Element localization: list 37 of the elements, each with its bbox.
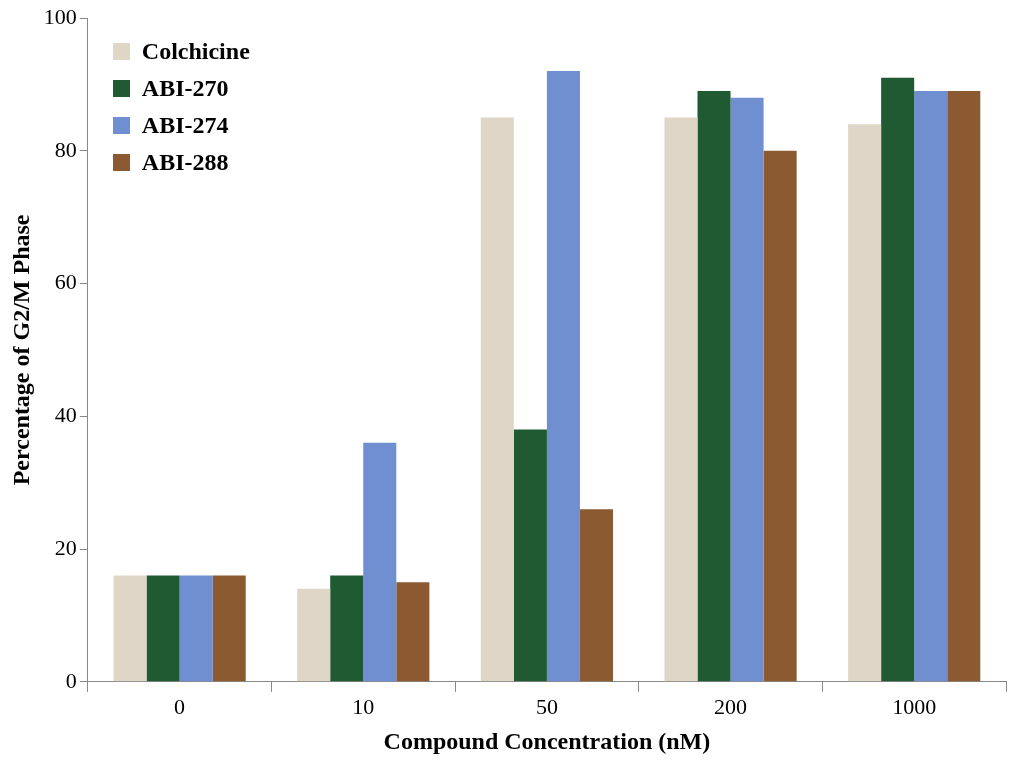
x-axis-title: Compound Concentration (nM) [383,727,711,754]
bar [146,575,180,682]
y-tick-label: 60 [54,269,77,295]
bar [763,150,797,682]
bar [579,509,614,682]
bar [480,117,514,682]
y-tick-label: 100 [43,3,77,29]
bar [330,575,364,682]
y-tick-label: 40 [54,402,77,428]
bar [914,91,948,682]
x-tick-label: 0 [174,693,186,719]
x-tick-label: 1000 [892,693,937,719]
x-tick-label: 10 [352,693,375,719]
legend-label: ABI-274 [141,111,229,140]
x-tick-label: 50 [535,693,558,719]
bar [730,97,764,682]
legend-label: ABI-270 [141,74,229,103]
bar [513,429,547,682]
bar [881,77,915,682]
bar [297,588,331,682]
legend-label: ABI-288 [141,148,229,177]
bar [697,91,731,682]
y-tick-label: 20 [54,534,77,560]
bar [546,71,580,682]
bar [396,582,430,682]
bar [848,124,882,682]
y-tick-label: 80 [54,136,77,162]
x-tick-label: 200 [714,693,748,719]
bar [212,575,246,682]
bar [664,117,698,682]
bar [363,442,397,682]
y-tick-label: 0 [65,667,77,693]
bar [179,575,213,682]
y-axis-title: Percentage of G2/M Phase [7,214,34,486]
bar [947,91,981,682]
legend-label: Colchicine [141,37,250,66]
bar [113,575,147,682]
